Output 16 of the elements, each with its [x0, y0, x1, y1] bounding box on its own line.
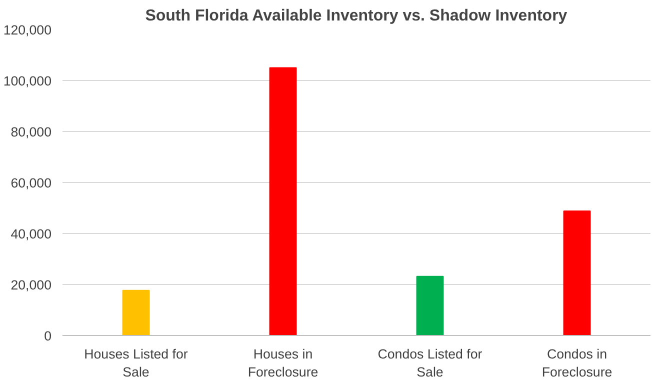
bar [269, 67, 297, 336]
x-tick-label: Houses in Foreclosure [248, 346, 318, 380]
x-tick-label: Houses Listed for Sale [84, 346, 188, 380]
y-tick-label: 40,000 [10, 226, 52, 242]
y-tick-label: 0 [44, 328, 52, 344]
bar [122, 290, 150, 336]
chart-title: South Florida Available Inventory vs. Shadow Inventory [145, 8, 568, 24]
x-tick-label: Condos in Foreclosure [542, 346, 612, 380]
y-tick-label: 60,000 [10, 176, 52, 190]
bar [416, 276, 444, 336]
y-tick-label: 20,000 [10, 278, 52, 292]
x-tick-label: Condos Listed for Sale [378, 346, 483, 380]
bar [563, 210, 591, 336]
y-tick-label: 80,000 [10, 124, 52, 140]
y-tick-label: 100,000 [3, 74, 52, 88]
y-tick-label: 120,000 [3, 22, 52, 38]
